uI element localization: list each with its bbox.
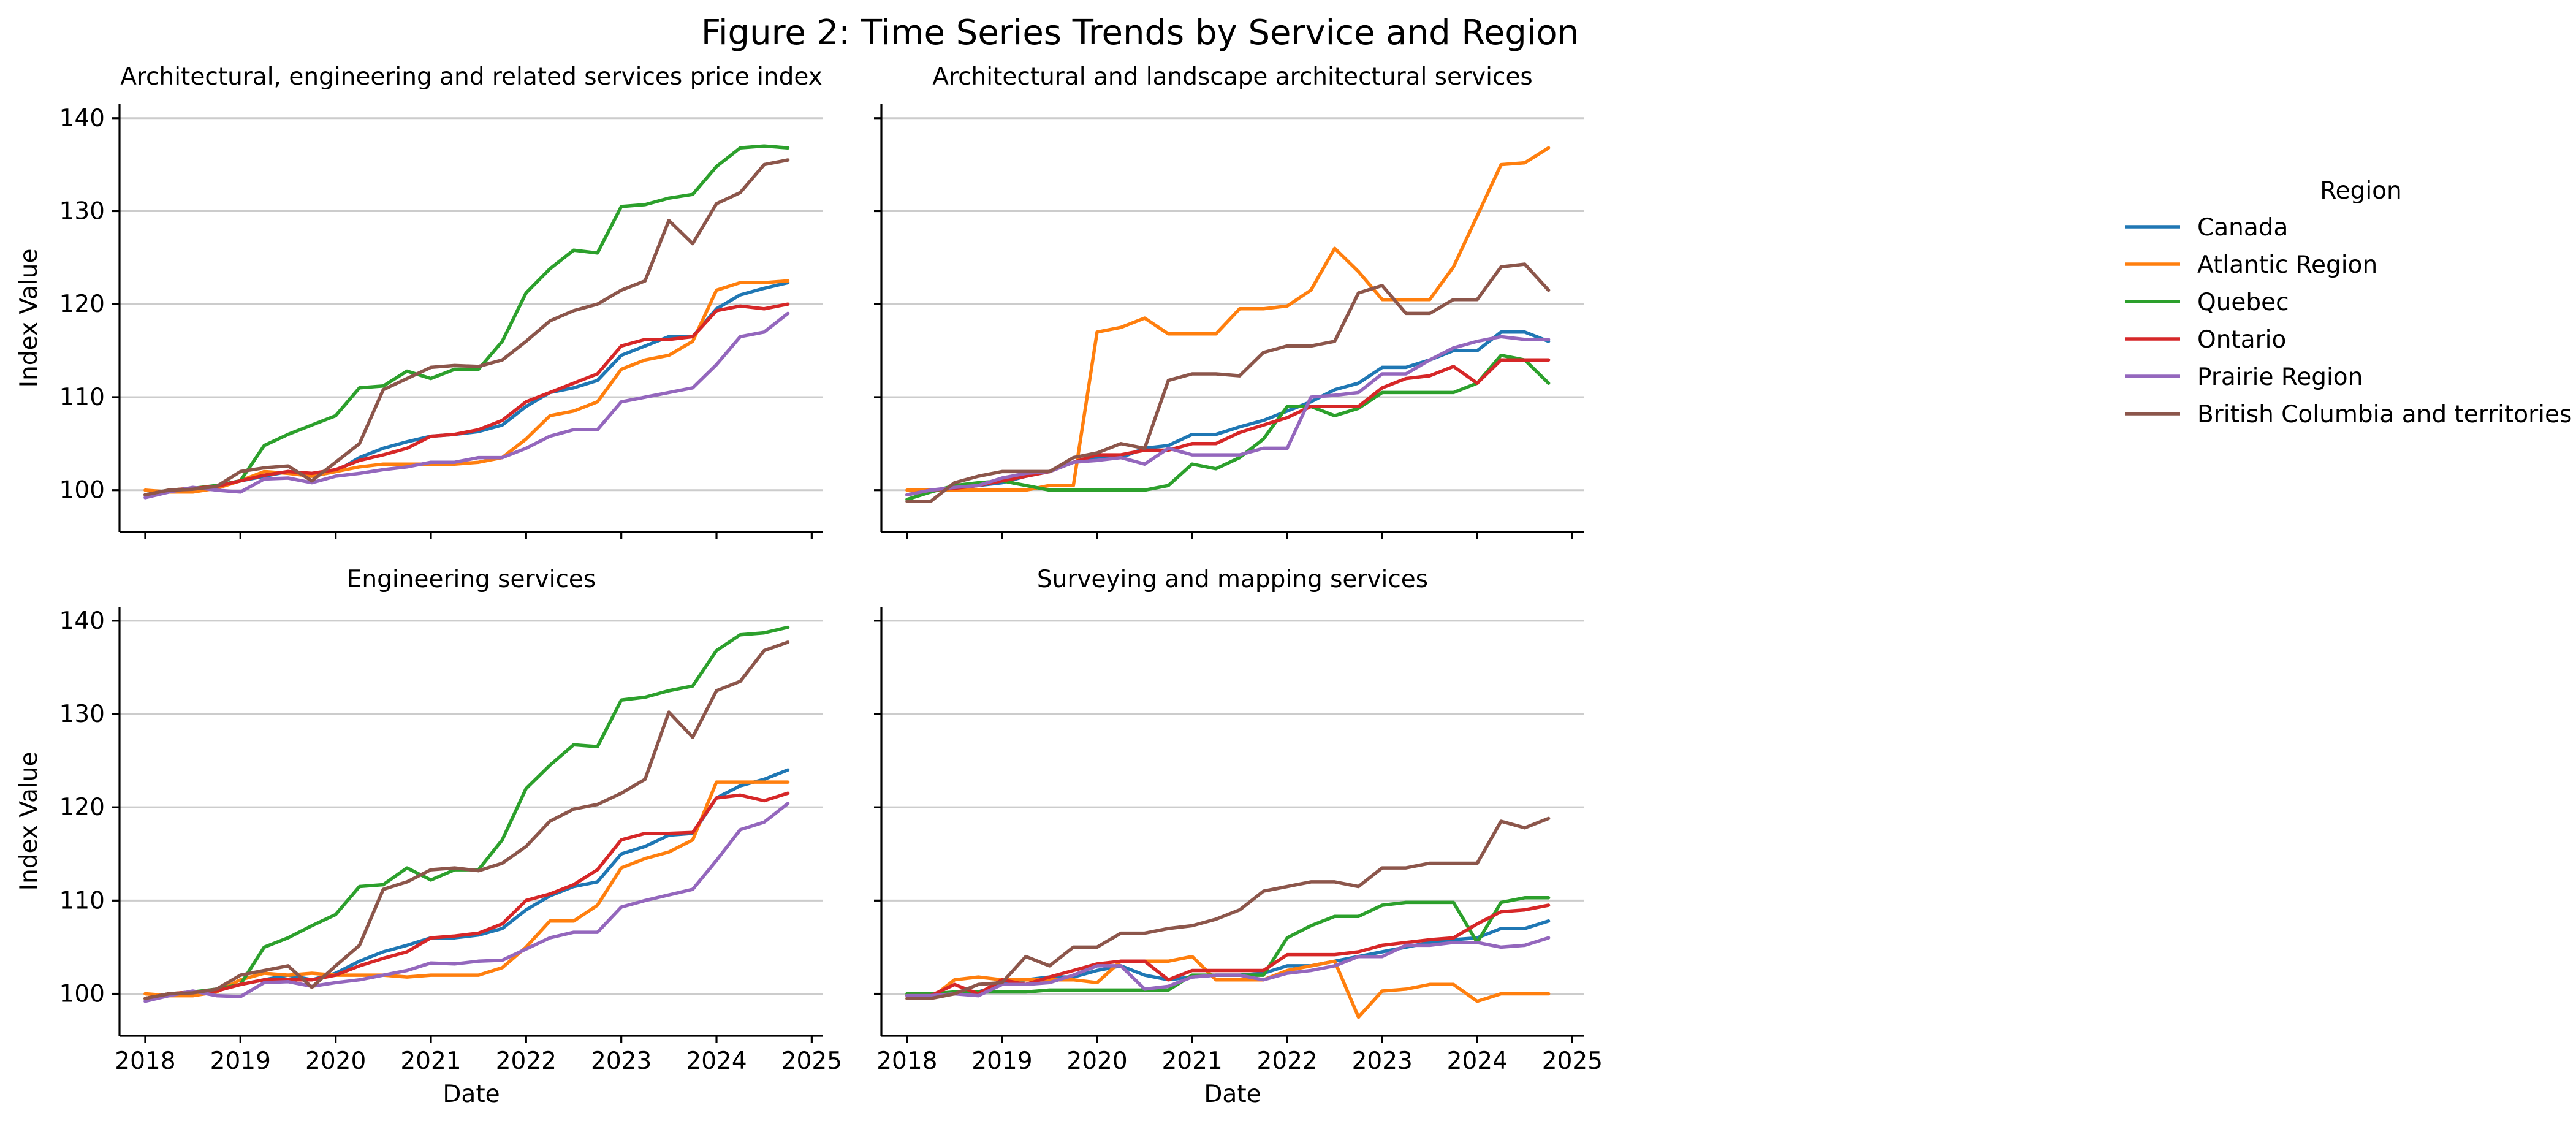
legend: Region Canada Atlantic Region Quebec Ontari… [2125, 177, 2572, 428]
legend-entry: Canada [2125, 214, 2288, 241]
x-tick-label: 2021 [1161, 1047, 1222, 1075]
y-tick-label: 100 [59, 981, 105, 1008]
panel-1: 100 110 120 130 140 Architectural, engineerin… [15, 63, 823, 539]
series-line-prairie-region [143, 311, 790, 500]
panel-4: 2018 2019 2020 2021 2022 2023 2024 2025 Surveyin… [874, 566, 1603, 1108]
legend-entries: Canada Atlantic Region Quebec Ontario Prairi… [2125, 214, 2572, 428]
panel-title: Surveying and mapping services [1037, 566, 1428, 593]
x-tick-label: 2025 [781, 1047, 842, 1075]
series-line-quebec [905, 353, 1551, 501]
series-line-british-columbia-and-territories [905, 262, 1551, 503]
x-tick-label: 2019 [971, 1047, 1032, 1075]
series-line-prairie-region [905, 335, 1551, 497]
legend-entry: Quebec [2125, 289, 2289, 316]
y-axis-label: Index Value [15, 752, 43, 891]
legend-label: Canada [2197, 214, 2288, 241]
legend-entry: Prairie Region [2125, 363, 2363, 391]
x-tick-label: 2019 [210, 1047, 271, 1075]
y-tick-label: 140 [59, 607, 105, 635]
panel-title: Architectural and landscape architectura… [932, 63, 1533, 91]
x-tick-label: 2022 [1257, 1047, 1318, 1075]
legend-label: British Columbia and territories [2197, 401, 2572, 428]
x-tick-label: 2018 [115, 1047, 175, 1075]
legend-entry: Ontario [2125, 326, 2286, 354]
legend-label: Quebec [2197, 289, 2289, 316]
legend-label: Prairie Region [2197, 363, 2363, 391]
y-tick-label: 120 [59, 794, 105, 821]
y-tick-label: 130 [59, 198, 105, 226]
series-line-ontario [905, 903, 1551, 998]
panel-2: Architectural and landscape architectura… [874, 63, 1584, 539]
series-line-quebec [143, 625, 790, 1000]
legend-label: Atlantic Region [2197, 251, 2377, 279]
y-tick-label: 140 [59, 105, 105, 132]
legend-entry: British Columbia and territories [2125, 401, 2572, 428]
series-line-prairie-region [905, 936, 1551, 998]
series-line-ontario [143, 791, 790, 1000]
panel-3: 100 110 120 130 140 2018 2019 2020 2021 2022 2023 2… [15, 566, 842, 1108]
y-tick-label: 130 [59, 701, 105, 728]
x-tick-label: 2024 [686, 1047, 747, 1075]
y-tick-label: 110 [59, 887, 105, 914]
y-tick-label: 120 [59, 291, 105, 318]
series-line-british-columbia-and-territories [143, 640, 790, 1000]
x-tick-label: 2023 [1352, 1047, 1413, 1075]
x-tick-label: 2018 [876, 1047, 937, 1075]
series-line-british-columbia-and-territories [143, 158, 790, 497]
legend-entry: Atlantic Region [2125, 251, 2377, 279]
series-line-ontario [905, 358, 1551, 497]
series-line-british-columbia-and-territories [905, 816, 1551, 1000]
series-line-atlantic-region [905, 954, 1551, 1019]
legend-title: Region [2320, 177, 2402, 205]
y-tick-label: 110 [59, 384, 105, 411]
x-tick-label: 2025 [1542, 1047, 1603, 1075]
series-line-atlantic-region [143, 279, 790, 494]
y-axis-label: Index Value [15, 249, 43, 388]
x-tick-label: 2020 [305, 1047, 366, 1075]
series-line-prairie-region [143, 802, 790, 1003]
legend-label: Ontario [2197, 326, 2286, 354]
x-axis-label: Date [443, 1081, 500, 1108]
series-line-quebec [143, 144, 790, 497]
x-tick-label: 2022 [496, 1047, 557, 1075]
panel-title: Architectural, engineering and related s… [120, 63, 823, 91]
figure-title: Figure 2: Time Series Trends by Service … [701, 13, 1579, 53]
x-tick-label: 2024 [1447, 1047, 1508, 1075]
y-tick-label: 100 [59, 477, 105, 504]
series-line-ontario [143, 302, 790, 497]
panel-title: Engineering services [347, 566, 596, 593]
x-tick-label: 2023 [591, 1047, 652, 1075]
x-axis-label: Date [1204, 1081, 1261, 1108]
x-tick-label: 2021 [400, 1047, 461, 1075]
series-line-atlantic-region [143, 780, 790, 998]
x-tick-label: 2020 [1066, 1047, 1127, 1075]
panels: 100 110 120 130 140 Architectural, engineerin… [15, 63, 1603, 1108]
series-line-atlantic-region [905, 146, 1551, 492]
